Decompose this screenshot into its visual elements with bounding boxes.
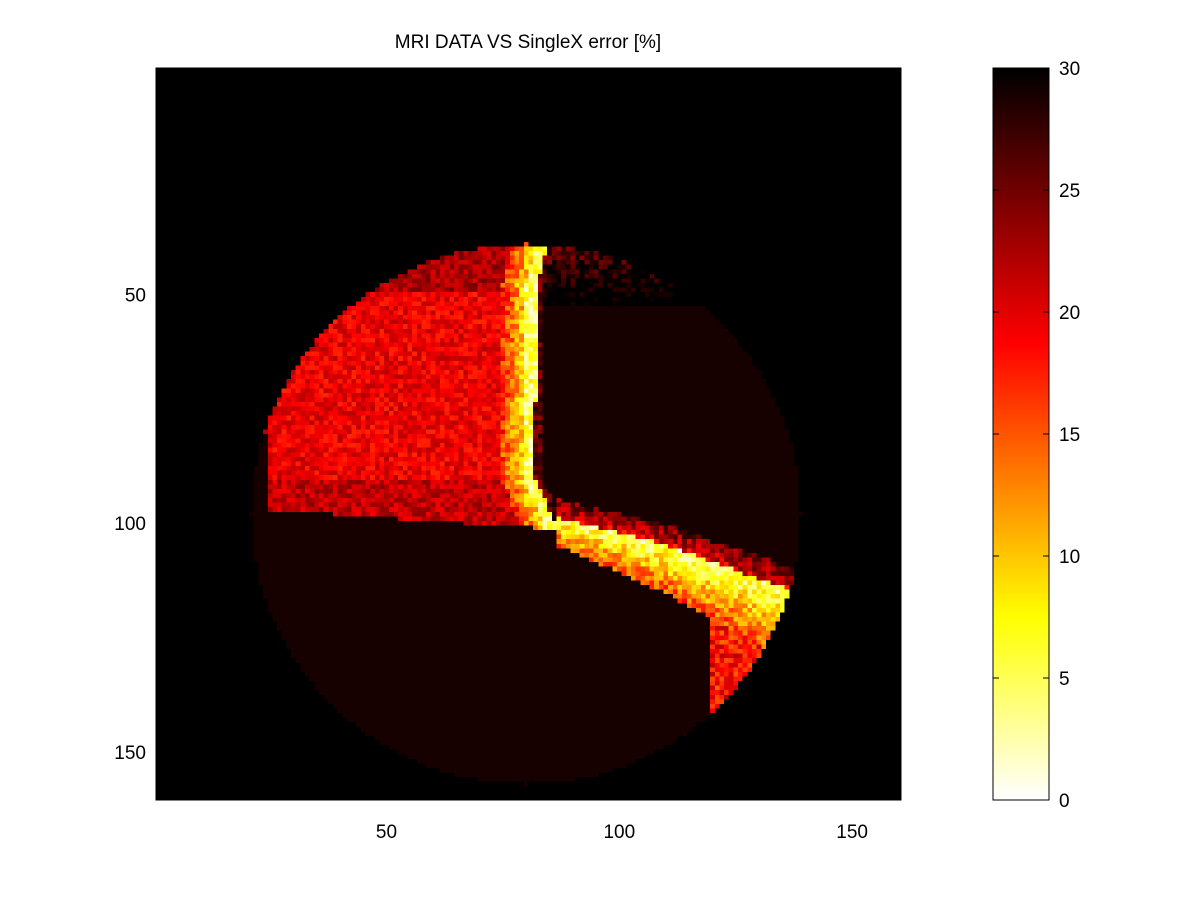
y-tick-label: 100 — [114, 514, 146, 535]
colorbar-tick-label: 0 — [1059, 791, 1070, 812]
colorbar-tick-label: 25 — [1059, 181, 1080, 202]
heatmap-image — [156, 68, 901, 800]
colorbar-tick-label: 30 — [1059, 59, 1080, 80]
chart-title: MRI DATA VS SingleX error [%] — [395, 32, 661, 53]
colorbar-ticks: 0 5 10 15 20 25 30 — [993, 59, 1080, 812]
plot-border — [155, 67, 902, 801]
x-tick-label: 100 — [603, 822, 635, 843]
y-tick-label: 50 — [125, 285, 146, 306]
colorbar-tick-label: 20 — [1059, 303, 1080, 324]
x-tick-label: 50 — [376, 822, 397, 843]
x-tick-label: 150 — [836, 822, 868, 843]
y-axis-ticks: 50 100 150 — [114, 285, 901, 764]
colorbar: 0 5 10 15 20 25 30 — [992, 59, 1080, 812]
colorbar-tick-label: 10 — [1059, 547, 1080, 568]
colorbar-tick-label: 15 — [1059, 425, 1080, 446]
colorbar-gradient — [993, 68, 1049, 800]
colorbar-tick-label: 5 — [1059, 669, 1070, 690]
x-axis-ticks: 50 100 150 — [376, 68, 868, 843]
y-tick-label: 150 — [114, 743, 146, 764]
heatmap-plot: 50 100 150 50 100 150 — [114, 67, 902, 843]
